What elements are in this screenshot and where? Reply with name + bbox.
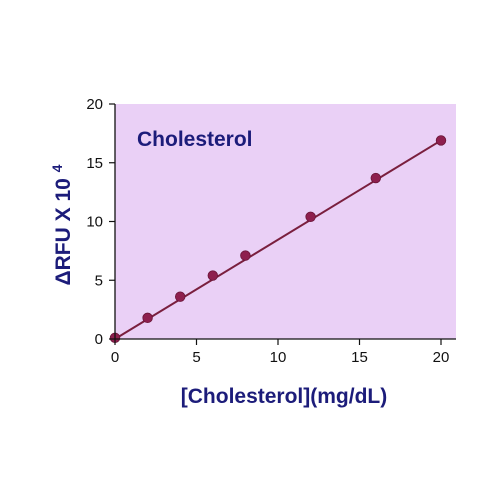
y-tick-label: 10: [86, 214, 103, 231]
y-tick-label: 0: [95, 331, 103, 348]
x-tick-label: 15: [351, 349, 368, 366]
y-tick-label: 20: [86, 96, 103, 113]
data-point: [435, 135, 447, 146]
data-point: [207, 270, 219, 281]
data-point: [305, 211, 316, 223]
y-tick-label: 5: [95, 272, 103, 289]
data-point: [240, 250, 251, 261]
fit-line: [114, 139, 442, 340]
y-tick-label: 15: [86, 155, 103, 172]
x-tick-label: 20: [433, 349, 450, 366]
y-axis-title-exponent: 4: [49, 164, 65, 172]
x-tick-label: 5: [192, 349, 200, 366]
x-tick-label: 10: [270, 349, 287, 366]
y-axis-title: ΔRFU X 10 4: [49, 164, 75, 285]
x-tick-label: 0: [111, 349, 119, 366]
chart-axes: 0 5 10 15 20 0 5 10 15 20: [86, 96, 456, 366]
data-point: [174, 291, 186, 302]
chart-marks: [109, 135, 447, 344]
x-axis-title: [Cholesterol](mg/dL): [181, 385, 387, 408]
y-axis-title-text: ΔRFU X 10: [52, 178, 75, 285]
chart-title: Cholesterol: [137, 128, 253, 151]
plot-area: [115, 104, 456, 339]
data-point: [370, 172, 382, 184]
data-point: [142, 312, 153, 324]
